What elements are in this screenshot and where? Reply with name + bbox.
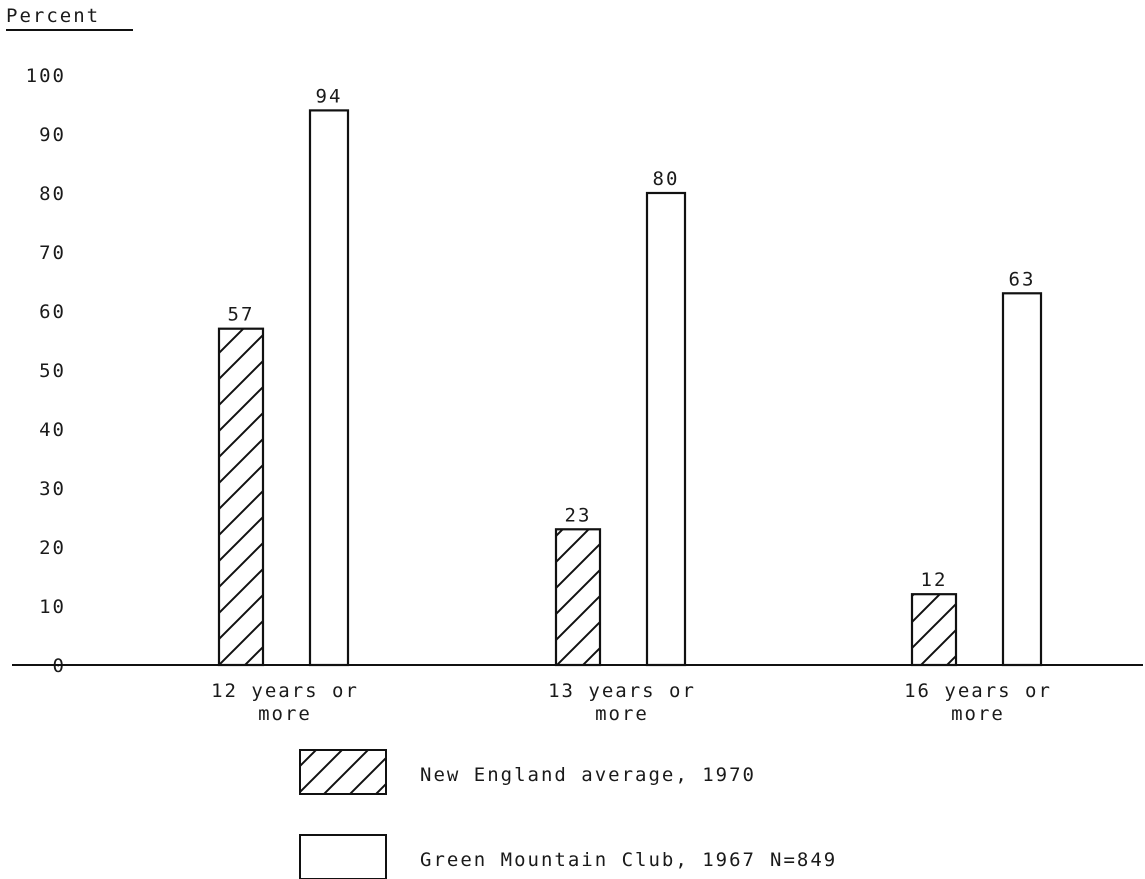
bar-value-label-new-england-1: 57	[228, 304, 255, 326]
y-tick-label-50: 50	[39, 360, 66, 382]
category-label-1-line-2: more	[258, 703, 312, 725]
y-tick-label-40: 40	[39, 419, 66, 441]
sample-size-annotation: N=849	[770, 849, 837, 871]
y-tick-label-10: 10	[39, 596, 66, 618]
y-tick-label-60: 60	[39, 301, 66, 323]
y-tick-label-20: 20	[39, 537, 66, 559]
legend-label-green-mountain: Green Mountain Club, 1967	[420, 849, 756, 871]
bar-value-label-new-england-2: 23	[565, 504, 592, 526]
category-label-2-line-2: more	[595, 703, 649, 725]
category-label-1-line-1: 12 years or	[211, 680, 359, 702]
bar-value-label-new-england-3: 12	[921, 569, 948, 591]
bar-green-mountain-2	[645, 191, 687, 667]
bar-value-label-green-mountain-1: 94	[316, 85, 343, 107]
legend: New England average, 1970 Green Mountain…	[299, 749, 837, 879]
legend-label-new-england: New England average, 1970	[420, 764, 756, 786]
y-tick-label-30: 30	[39, 478, 66, 500]
bars	[217, 109, 1043, 667]
category-label-2-line-1: 13 years or	[548, 680, 696, 702]
y-tick-label-90: 90	[39, 124, 66, 146]
y-tick-label-80: 80	[39, 183, 66, 205]
y-axis-ticks: 0102030405060708090100	[26, 65, 66, 677]
y-axis-label: Percent	[6, 5, 100, 27]
legend-swatch-green-mountain	[299, 834, 387, 879]
bar-green-mountain-3	[1001, 292, 1043, 667]
bar-value-label-green-mountain-3: 63	[1009, 268, 1036, 290]
category-label-3-line-2: more	[951, 703, 1005, 725]
legend-swatch-new-england	[299, 749, 387, 795]
bar-value-label-green-mountain-2: 80	[653, 168, 680, 190]
y-tick-label-100: 100	[26, 65, 66, 87]
bar-new-england-2	[554, 528, 602, 667]
y-tick-label-70: 70	[39, 242, 66, 264]
bar-new-england-3	[910, 593, 958, 667]
bar-green-mountain-1	[308, 109, 350, 667]
bar-value-labels: 57 23 12 94 80 63	[228, 85, 1036, 591]
bar-new-england-1	[217, 327, 265, 667]
category-label-3-line-1: 16 years or	[904, 680, 1052, 702]
